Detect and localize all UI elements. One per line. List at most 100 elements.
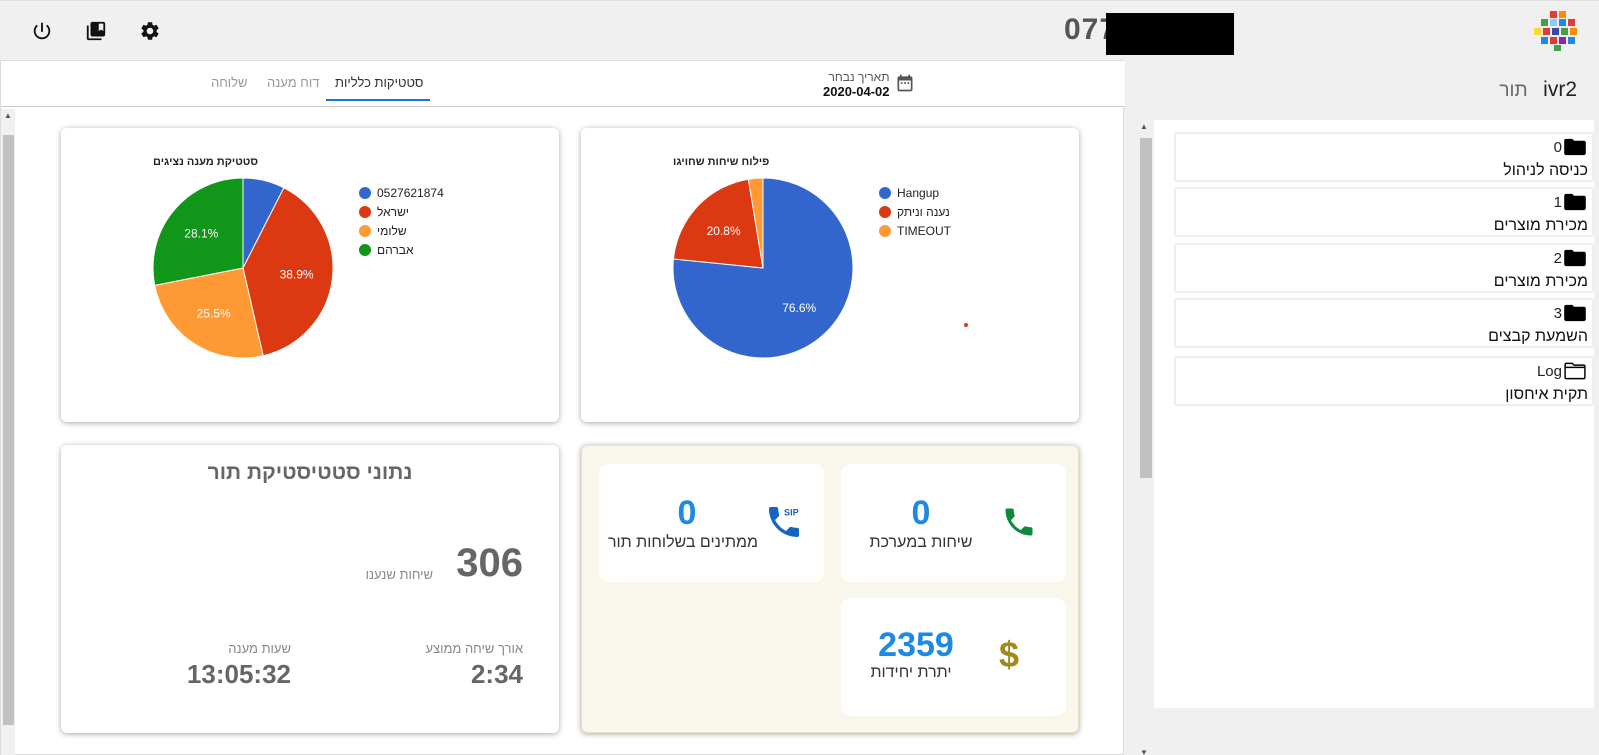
units-widget: 2359 יתרת יחידות $: [841, 598, 1066, 716]
power-icon[interactable]: [28, 17, 56, 45]
tab-answer-report[interactable]: דוח מענה: [267, 75, 320, 90]
queue-title: ivr2 תור: [1499, 78, 1577, 102]
queue-name: ivr2: [1543, 78, 1577, 101]
legend-swatch: [359, 243, 371, 256]
folder-number: 0: [1553, 138, 1562, 156]
legend-label: Hangup: [897, 185, 940, 200]
answered-calls-label: שיחות שנענו: [365, 567, 433, 582]
answer-hours-label: שעות מענה: [228, 641, 291, 656]
legend-item: Hangup: [879, 183, 951, 202]
stray-dot: [964, 323, 968, 327]
queue-stats-card: נתוני סטטיסטיקת תור 306 שיחות שנענו אורך…: [61, 445, 559, 733]
legend-swatch: [359, 186, 371, 199]
legend-swatch: [879, 224, 891, 237]
waiting-label: ממתינים בשלוחות תור: [607, 534, 759, 551]
folder-label: תקית איחסון: [1505, 386, 1588, 403]
legend-swatch: [879, 186, 891, 199]
pie-slice: [672, 178, 764, 269]
legend-swatch: [359, 224, 371, 237]
dialed-calls-pie-chart: 76.6% 20.8%: [672, 177, 854, 359]
folder-number: 2: [1553, 249, 1562, 267]
units-label: יתרת יחידות: [870, 664, 952, 681]
sip-phone-icon: SIP: [769, 507, 799, 537]
pie-data-label: 38.9%: [280, 268, 314, 282]
stats-title: נתוני סטטיסטיקת תור: [207, 461, 413, 484]
calendar-icon[interactable]: [895, 73, 915, 93]
folder-list: 0 כניסה לניהול 1 מכירת מוצרים 2 מכירת מו…: [1154, 120, 1594, 708]
folder-outline-icon: [1564, 362, 1586, 380]
folder-filled-icon: [1564, 193, 1586, 211]
tab-bar: שלוחה דוח מענה סטטיקות כלליות תאריך נבחר…: [1, 61, 1125, 107]
legend-item: אברהם: [359, 240, 444, 259]
main-panel: שלוחה דוח מענה סטטיקות כלליות תאריך נבחר…: [0, 60, 1125, 755]
library-icon[interactable]: [82, 17, 110, 45]
queue-type: תור: [1499, 80, 1528, 101]
date-label: תאריך נבחר: [828, 70, 890, 84]
folder-label: כניסה לניהול: [1503, 162, 1588, 179]
legend-label: ישראל: [377, 204, 409, 219]
right-panel: ivr2 תור ▲ ▼ 0 כניסה לניהול 1 מכירת מוצר…: [1124, 60, 1599, 755]
chart-title: פילוח שיחות שחויגו: [673, 156, 770, 168]
calls-in-system-widget: 0 שיחות במערכת: [841, 464, 1066, 582]
phone-icon: [1005, 508, 1033, 536]
agents-pie-card: סטטיקת מענה נציגים 38.9% 25.5% 28.1% 05276…: [61, 128, 559, 422]
date-value: 2020-04-02: [823, 84, 890, 99]
folder-item[interactable]: 1 מכירת מוצרים: [1174, 187, 1594, 237]
legend-item: TIMEOUT: [879, 221, 951, 240]
folder-filled-icon: [1564, 249, 1586, 267]
main-scrollbar[interactable]: ▲: [1, 109, 15, 755]
legend-label: TIMEOUT: [897, 223, 951, 238]
gear-icon[interactable]: [136, 17, 164, 45]
folder-item[interactable]: 3 השמעת קבצים: [1174, 298, 1594, 348]
avg-length-label: אורך שיחה ממוצע: [425, 641, 523, 656]
tab-extension[interactable]: שלוחה: [211, 75, 248, 90]
legend-item: נענה וניתק: [879, 202, 951, 221]
sip-text: SIP: [784, 507, 799, 517]
legend-item: ישראל: [359, 202, 444, 221]
tab-general-stats[interactable]: סטטיקות כלליות: [335, 75, 424, 90]
pie-data-label: 25.5%: [197, 306, 231, 320]
waiting-value: 0: [677, 494, 697, 532]
avg-length-value: 2:34: [470, 659, 523, 689]
folder-label: מכירת מוצרים: [1493, 273, 1588, 290]
folder-label: השמעת קבצים: [1488, 328, 1588, 345]
legend-label: 0527621874: [377, 185, 444, 200]
folder-number: Log: [1536, 362, 1562, 380]
dollar-icon: $: [999, 634, 1020, 675]
folder-item[interactable]: Log תקית איחסון: [1174, 356, 1594, 406]
legend-swatch: [879, 205, 891, 218]
legend-swatch: [359, 205, 371, 218]
date-picker[interactable]: תאריך נבחר 2020-04-02: [823, 70, 890, 99]
units-value: 2359: [878, 626, 954, 664]
pie-slice: [154, 267, 264, 359]
legend-item: 0527621874: [359, 183, 444, 202]
legend-label: שלומי: [377, 223, 407, 238]
calls-in-system-value: 0: [911, 494, 931, 532]
logo: [1534, 11, 1577, 51]
chart-title: סטטיקת מענה נציגים: [153, 156, 259, 168]
folder-item[interactable]: 0 כניסה לניהול: [1174, 132, 1594, 182]
folder-list-scrollbar[interactable]: ▲ ▼: [1138, 120, 1152, 755]
folder-item[interactable]: 2 מכירת מוצרים: [1174, 243, 1594, 293]
calls-in-system-label: שיחות במערכת: [869, 534, 973, 551]
legend-label: אברהם: [377, 242, 414, 257]
pie-data-label: 28.1%: [184, 227, 218, 241]
folder-number: 1: [1553, 193, 1562, 211]
agents-legend: 0527621874 ישראל שלומי אברהם: [359, 183, 444, 259]
answered-calls-value: 306: [456, 541, 523, 585]
pie-data-label: 76.6%: [782, 301, 816, 315]
folder-filled-icon: [1564, 138, 1586, 156]
legend-label: נענה וניתק: [897, 204, 950, 219]
dialed-calls-legend: Hangup נענה וניתק TIMEOUT: [879, 183, 951, 240]
active-tab-indicator: [326, 99, 430, 101]
live-counters-card: 0 שיחות במערכת 0 ממתינים בשלוחות תור SIP…: [581, 445, 1079, 733]
redacted-block: [1106, 13, 1234, 55]
pie-slice: [242, 187, 334, 357]
dialed-calls-pie-card: פילוח שיחות שחויגו 76.6% 20.8% Hangup נענה…: [581, 128, 1079, 422]
pie-slice: [152, 177, 244, 287]
pie-data-label: 20.8%: [707, 224, 741, 238]
folder-filled-icon: [1564, 304, 1586, 322]
agents-pie-chart: 38.9% 25.5% 28.1%: [152, 177, 334, 359]
top-bar: 077: [0, 0, 1599, 60]
answer-hours-value: 13:05:32: [186, 659, 291, 689]
